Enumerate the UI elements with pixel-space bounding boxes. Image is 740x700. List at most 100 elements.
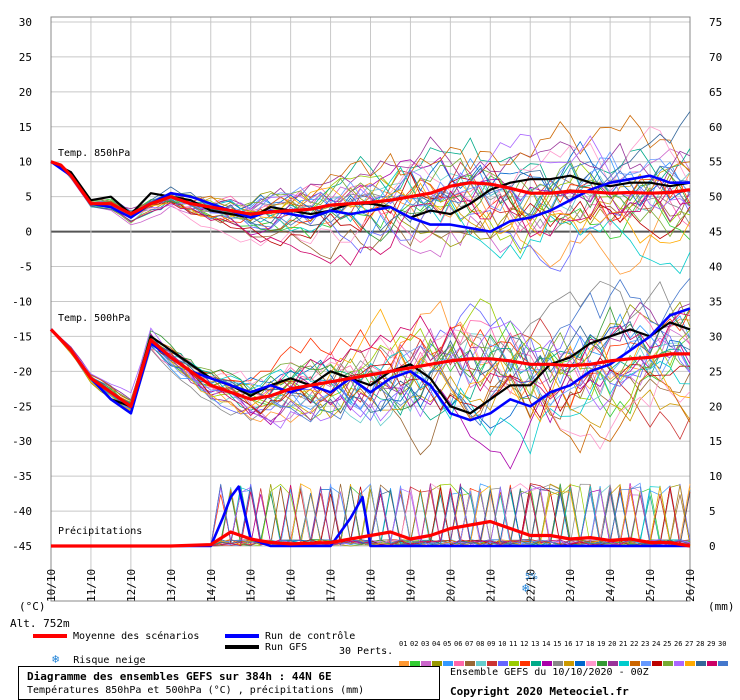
pert-number: 14 (542, 640, 551, 648)
y-tick-left: -10 (12, 295, 32, 308)
mean-precip-line (51, 519, 691, 548)
legend-control-label: Run de contrôle (265, 631, 356, 642)
pert-number: 01 (399, 640, 408, 648)
mean-850-line (50, 160, 691, 216)
y-tick-right: 5 (709, 505, 716, 518)
footer-ensemble: Ensemble GEFS du 10/10/2020 - 00Z (450, 667, 649, 678)
label-precip: Précipitations (58, 525, 142, 537)
legend-gfs-swatch (225, 645, 259, 649)
member-500-line (50, 320, 691, 429)
y-tick-right: 50 (709, 191, 722, 204)
y-tick-right: 75 (709, 16, 722, 29)
x-tick-date: 12/10 (125, 569, 138, 602)
y-tick-right: 10 (709, 470, 722, 483)
legend-gfs: Run GFS (225, 642, 307, 653)
y-tick-left: 30 (19, 16, 32, 29)
y-tick-left: -5 (19, 261, 32, 274)
member-500-line (50, 306, 691, 411)
pert-color-row (399, 651, 729, 666)
pert-number: 23 (641, 640, 650, 648)
member-850-line (50, 161, 691, 244)
x-tick-date: 16/10 (285, 569, 298, 602)
label-t850: Temp. 850hPa (58, 148, 130, 159)
x-tick-date: 25/10 (644, 569, 657, 602)
altitude-label: Alt. 752m (10, 617, 70, 630)
y-tick-left: 15 (19, 121, 32, 134)
member-850-line (50, 137, 691, 222)
y-tick-right: 65 (709, 86, 722, 99)
y-tick-right: 15 (709, 435, 722, 448)
pert-swatch (410, 661, 420, 666)
y-tick-left: 0 (25, 226, 32, 239)
y-tick-left: -40 (12, 505, 32, 518)
legend-control-swatch (225, 634, 259, 638)
pert-number: 18 (586, 640, 595, 648)
snow-risk-marker: 5% ❄ (522, 572, 538, 595)
snowflake-icon: ❄ (52, 652, 60, 666)
member-850-line (50, 161, 691, 266)
pert-swatch (531, 661, 541, 666)
pert-number: 24 (652, 640, 661, 648)
member-850-line (50, 126, 691, 247)
pert-swatch (509, 661, 519, 666)
pert-swatch (432, 661, 442, 666)
pert-number: 30 (718, 640, 727, 648)
pert-number: 21 (619, 640, 628, 648)
pert-swatch (597, 661, 607, 666)
x-tick-date: 13/10 (165, 569, 178, 602)
unit-left: (°C) (19, 600, 46, 613)
pert-number: 17 (575, 640, 584, 648)
pert-number: 07 (465, 640, 474, 648)
pert-number: 22 (630, 640, 639, 648)
member-850-line (50, 161, 691, 247)
pert-swatch (608, 661, 618, 666)
control-500-line (50, 307, 691, 422)
pert-swatch (542, 661, 552, 666)
pert-swatch (520, 661, 530, 666)
unit-right: (mm) (708, 600, 735, 613)
gfs-500-line (50, 321, 691, 415)
pert-number: 16 (564, 640, 573, 648)
y-tick-left: -35 (12, 470, 32, 483)
pert-number: 26 (674, 640, 683, 648)
y-tick-left: 20 (19, 86, 32, 99)
pert-swatch (707, 661, 717, 666)
x-tick-date: 18/10 (365, 569, 378, 602)
pert-swatch (630, 661, 640, 666)
member-500-line (50, 311, 691, 411)
pert-number: 10 (498, 640, 507, 648)
pert-swatch (564, 661, 574, 666)
y-axis-left: 30 25 20 15 10 5 0 -5 -10 -15 -20 -25 -30 -35 -40 -45 (12, 16, 32, 553)
pert-number: 20 (608, 640, 617, 648)
y-tick-right: 30 (709, 330, 722, 343)
pert-swatch (487, 661, 497, 666)
y-tick-left: 25 (19, 51, 32, 64)
pert-number: 13 (531, 640, 540, 648)
member-850-line (50, 161, 691, 228)
pert-swatch (663, 661, 673, 666)
member-500-line (50, 320, 691, 414)
y-tick-right: 70 (709, 51, 722, 64)
pert-swatch (553, 661, 563, 666)
pert-swatch (476, 661, 486, 666)
snowflake-icon: ❄ (522, 581, 529, 595)
legend-snow: ❄ Risque neige (52, 652, 146, 666)
footer-title: Diagramme des ensembles GEFS sur 384h : … (27, 670, 332, 683)
footer-box: Diagramme des ensembles GEFS sur 384h : … (18, 666, 440, 700)
pert-number: 02 (410, 640, 419, 648)
pert-swatch (399, 661, 409, 666)
footer-subtitle: Températures 850hPa et 500hPa (°C) , pré… (27, 685, 365, 696)
pert-number: 03 (421, 640, 430, 648)
pert-number: 19 (597, 640, 606, 648)
x-tick-date: 20/10 (444, 569, 457, 602)
pert-number: 08 (476, 640, 485, 648)
y-tick-right: 45 (709, 226, 722, 239)
pert-number: 06 (454, 640, 463, 648)
pert-swatch (685, 661, 695, 666)
pert-number: 09 (487, 640, 496, 648)
member-500-line (50, 325, 691, 429)
pert-swatch (652, 661, 662, 666)
legend-mean-swatch (33, 634, 67, 638)
